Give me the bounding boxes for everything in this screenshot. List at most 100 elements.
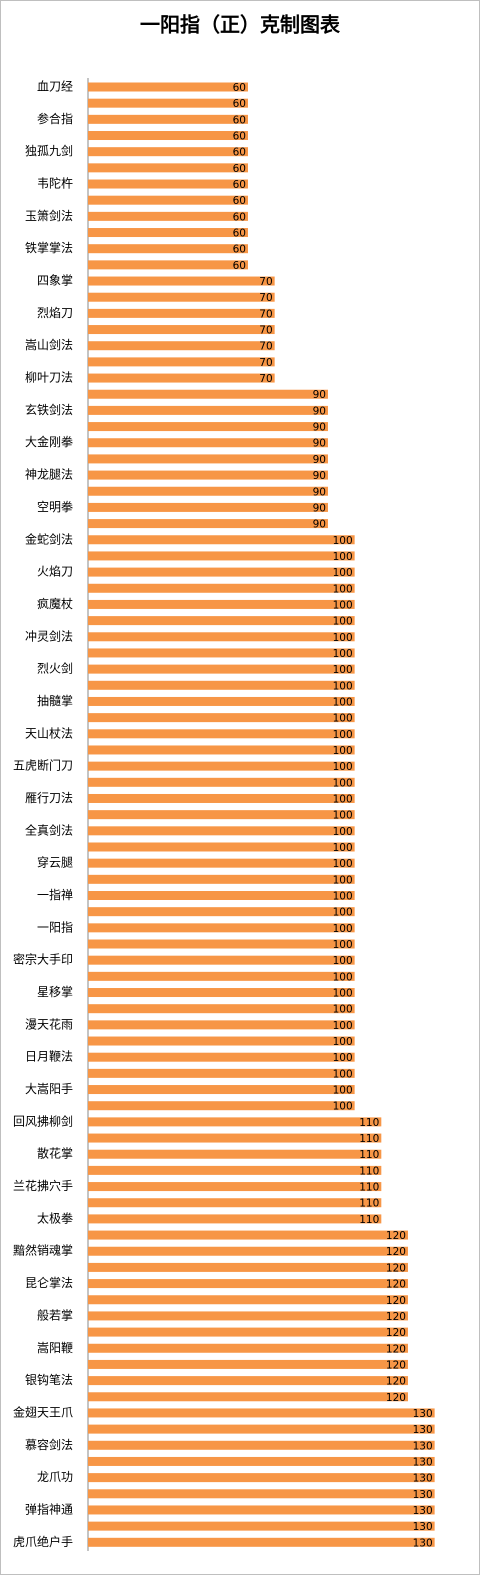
value-label: 100 — [333, 842, 353, 854]
value-label: 70 — [259, 308, 272, 320]
category-label: 龙爪功 — [37, 1470, 73, 1484]
bar — [88, 858, 355, 868]
value-label: 100 — [333, 1004, 353, 1016]
category-label: 银钩笔法 — [25, 1372, 73, 1387]
bar — [88, 599, 355, 609]
category-label: 嵩阳鞭 — [37, 1341, 73, 1355]
value-label: 100 — [333, 551, 353, 563]
value-label: 100 — [333, 923, 353, 935]
value-label: 90 — [313, 438, 326, 450]
value-label: 100 — [333, 729, 353, 741]
bar — [88, 729, 355, 739]
bar — [88, 98, 248, 108]
value-label: 100 — [333, 939, 353, 951]
bar — [88, 971, 355, 981]
category-label: 穿云腿 — [37, 855, 73, 870]
bar — [88, 923, 355, 933]
category-label: 全真剑法 — [25, 822, 73, 837]
value-label: 90 — [313, 502, 326, 514]
value-label: 90 — [313, 405, 326, 417]
value-label: 100 — [333, 971, 353, 983]
bar — [88, 713, 355, 723]
bar — [88, 1311, 408, 1321]
value-label: 60 — [233, 131, 246, 143]
value-label: 130 — [413, 1489, 433, 1501]
value-label: 60 — [233, 211, 246, 223]
category-label: 虎爪绝户手 — [13, 1534, 73, 1549]
bar — [88, 179, 248, 189]
value-label: 110 — [359, 1214, 379, 1226]
value-label: 100 — [333, 826, 353, 838]
value-label: 100 — [333, 858, 353, 870]
bar — [88, 939, 355, 949]
category-label: 金翅天王爪 — [13, 1404, 73, 1419]
bar — [88, 1036, 355, 1046]
value-label: 100 — [333, 616, 353, 628]
category-label: 四象掌 — [37, 274, 73, 288]
bar — [88, 842, 355, 852]
bar — [88, 891, 355, 900]
bar — [88, 810, 355, 820]
bar — [88, 696, 355, 706]
category-label: 嵩山剑法 — [25, 337, 73, 352]
category-label: 韦陀杵 — [37, 176, 73, 191]
bar — [88, 373, 275, 383]
bar — [88, 793, 355, 803]
category-label: 玄铁剑法 — [25, 402, 73, 417]
value-label: 100 — [333, 1068, 353, 1080]
bar — [88, 1068, 355, 1078]
category-label: 回风拂柳剑 — [13, 1113, 73, 1128]
bar — [88, 1262, 408, 1272]
category-label: 疯魔杖 — [37, 596, 73, 611]
value-label: 100 — [333, 955, 353, 967]
bar — [88, 211, 248, 221]
bar — [88, 632, 355, 642]
category-label: 天山杖法 — [25, 725, 73, 740]
bar — [88, 664, 355, 674]
bar — [88, 405, 328, 415]
value-label: 90 — [313, 454, 326, 466]
value-label: 110 — [359, 1133, 379, 1145]
value-label: 100 — [333, 988, 353, 1000]
value-label: 100 — [333, 777, 353, 789]
bar — [88, 907, 355, 917]
bar — [88, 1537, 435, 1547]
value-label: 70 — [259, 341, 272, 353]
category-label: 空明拳 — [37, 499, 73, 514]
category-label: 日月鞭法 — [25, 1050, 73, 1064]
bar — [88, 292, 275, 302]
category-label: 金蛇剑法 — [25, 531, 73, 546]
category-label: 柳叶刀法 — [25, 371, 73, 385]
bar — [88, 1521, 435, 1531]
bar — [88, 1004, 355, 1014]
bar — [88, 648, 355, 658]
bar — [88, 1246, 408, 1256]
bar — [88, 1085, 355, 1095]
value-label: 130 — [413, 1537, 433, 1549]
bar — [88, 389, 328, 399]
bar — [88, 131, 248, 141]
category-label: 大嵩阳手 — [25, 1082, 73, 1096]
value-label: 100 — [333, 1101, 353, 1113]
bar — [88, 616, 355, 626]
value-label: 60 — [233, 147, 246, 159]
bar — [88, 454, 328, 464]
bar — [88, 82, 248, 92]
category-label: 冲灵剑法 — [25, 628, 73, 643]
bar — [88, 422, 328, 432]
bar — [88, 826, 355, 836]
value-label: 70 — [259, 373, 272, 385]
value-label: 120 — [386, 1311, 406, 1323]
value-label: 100 — [333, 583, 353, 595]
bar — [88, 1424, 435, 1434]
category-label: 铁掌掌法 — [25, 241, 73, 255]
value-label: 70 — [259, 325, 272, 337]
bar — [88, 1101, 355, 1111]
bar — [88, 1327, 408, 1337]
value-label: 60 — [233, 82, 246, 94]
value-label: 90 — [313, 389, 326, 401]
bar — [88, 308, 275, 318]
category-label: 昆仑掌法 — [25, 1276, 73, 1290]
category-label: 密宗大手印 — [13, 952, 73, 967]
category-label: 参合指 — [37, 111, 73, 126]
